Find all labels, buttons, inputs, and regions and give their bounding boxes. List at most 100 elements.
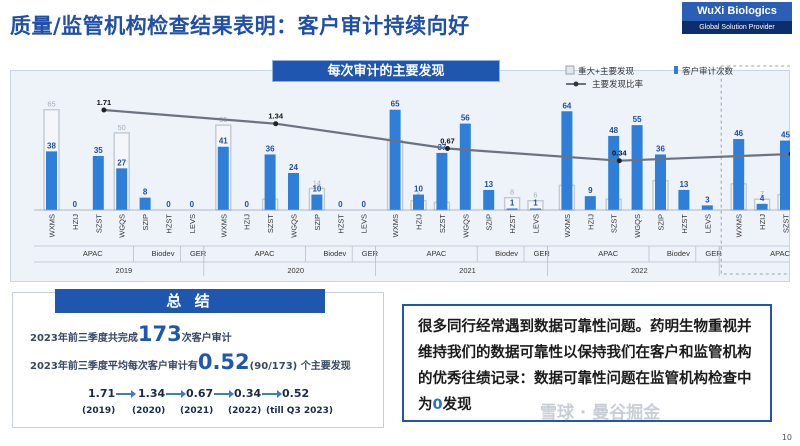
audit-label: 48 [609, 126, 618, 135]
audit-bar [459, 123, 471, 210]
audit-label: 36 [266, 144, 275, 153]
site-tick-label: SZST [266, 214, 275, 234]
legend-audits-label: 客户审计次数 [682, 66, 734, 76]
year-label: 2022 [631, 266, 648, 275]
year-label: 2021 [459, 266, 476, 275]
trend-arrow-icon [116, 390, 136, 398]
site-tick-label: SZST [782, 214, 791, 234]
legend-ratio-dot [573, 81, 579, 87]
audit-label: 56 [461, 114, 470, 123]
ratio-point [445, 145, 450, 151]
audit-bar [608, 135, 620, 210]
legend-findings-label: 重大+主要发现 [578, 66, 634, 76]
findings-label: 14 [313, 178, 321, 187]
trend-value: 0.52 [282, 387, 310, 400]
findings-label: 6 [533, 191, 537, 200]
audit-label: 13 [484, 180, 493, 189]
findings-label: 7 [760, 189, 764, 198]
audit-label: 1 [533, 198, 538, 207]
audit-bar [483, 189, 495, 210]
audit-bar [701, 205, 713, 210]
summary-line2-value: 0.52 [197, 350, 250, 374]
site-tick-label: WGQS [118, 214, 127, 238]
region-label: APAC [426, 249, 446, 258]
site-tick-label: WXMS [391, 214, 400, 237]
region-label: Biodev [667, 249, 690, 258]
audit-bar [561, 111, 573, 210]
region-label: GER [534, 249, 551, 258]
site-tick-label: LEVS [188, 214, 197, 233]
audit-bar [584, 196, 596, 210]
site-tick-label: LEVS [360, 214, 369, 233]
audit-bar [139, 197, 151, 210]
audit-label: 41 [219, 137, 228, 146]
audit-label: 55 [633, 115, 642, 124]
audit-bar [436, 152, 448, 210]
site-tick-label: SZIP [141, 214, 150, 231]
audit-bar [92, 156, 104, 210]
summary-line2-prefix: 2023年前三季度平均每次客户审计有 [30, 361, 198, 372]
site-tick-label: WGQS [461, 214, 470, 238]
audit-label: 64 [562, 101, 571, 110]
audit-label: 0 [244, 200, 249, 209]
site-tick-label: LEVS [703, 214, 712, 233]
summary-box [12, 292, 384, 428]
summary-findings-rate: 2023年前三季度平均每次客户审计有0.52(90/173) 个主要发现 [30, 350, 351, 374]
site-tick-label: SZIP [313, 214, 322, 231]
trend-year: (till Q3 2023) [266, 406, 334, 416]
site-tick-label: SZIP [657, 214, 666, 231]
chart-title: 每次审计的主要发现 [272, 60, 500, 82]
region-label: APAC [598, 249, 618, 258]
audit-label: 24 [289, 163, 298, 172]
region-label: Biodev [495, 249, 518, 258]
summary-line1-suffix: 次客户审计 [181, 333, 232, 344]
note-text-end: 发现 [442, 397, 472, 413]
region-label: APAC [255, 249, 275, 258]
site-tick-label: WXMS [735, 214, 744, 237]
summary-line2-suffix: (90/173) 个主要发现 [249, 361, 351, 372]
audit-label: 0 [361, 200, 366, 209]
trend-year: (2022) [228, 406, 262, 416]
audit-bar [678, 189, 690, 210]
audit-label: 0 [166, 200, 171, 209]
audit-bar [756, 203, 768, 210]
site-tick-label: HZIJ [758, 214, 767, 230]
site-tick-label: SZST [610, 214, 619, 234]
audit-label: 13 [679, 180, 688, 189]
audit-label: 0 [73, 200, 78, 209]
region-label: APAC [83, 249, 103, 258]
trend-value: 1.34 [138, 387, 166, 400]
audit-label: 36 [656, 144, 665, 153]
note-text-main: 很多同行经常遇到数据可靠性问题。药明生物重视并维持我们的数据可靠性以保持我们在客… [418, 319, 752, 413]
audit-label: 4 [760, 194, 765, 203]
audit-bar [413, 194, 424, 210]
site-tick-label: HZST [680, 214, 689, 234]
audit-label: 3 [705, 195, 710, 204]
site-tick-label: SZST [438, 214, 447, 234]
site-tick-label: HZST [336, 214, 345, 234]
audit-bar [264, 154, 276, 210]
audit-bar [506, 208, 518, 210]
year-label: 2020 [287, 266, 304, 275]
site-tick-label: WXMS [219, 214, 228, 237]
audit-label: 1 [510, 198, 515, 207]
audit-label: 27 [117, 158, 126, 167]
legend-audits-swatch [674, 66, 678, 74]
region-label: Biodev [323, 249, 346, 258]
ratio-label: 1.71 [97, 98, 112, 107]
audit-bar [655, 154, 666, 210]
audit-bar [217, 146, 229, 210]
audit-bar [46, 151, 57, 210]
page-number: 10 [781, 433, 792, 442]
site-tick-label: HZIJ [243, 214, 252, 230]
page-title: 质量/监管机构检查结果表明：客户审计持续向好 [10, 14, 470, 38]
trend-arrow-icon [166, 390, 186, 398]
trend-sequence: 1.71 1.34 0.67 0.34 0.52 (2019) (2020) (… [82, 387, 334, 427]
region-label: GER [190, 249, 207, 258]
region-label: GER [705, 249, 722, 258]
ratio-label: 1.34 [268, 112, 283, 121]
brand-name: WuXi Biologics [682, 2, 792, 21]
audit-bar [631, 125, 643, 210]
trend-value: 0.67 [186, 387, 214, 400]
site-tick-label: HZIJ [415, 214, 424, 230]
